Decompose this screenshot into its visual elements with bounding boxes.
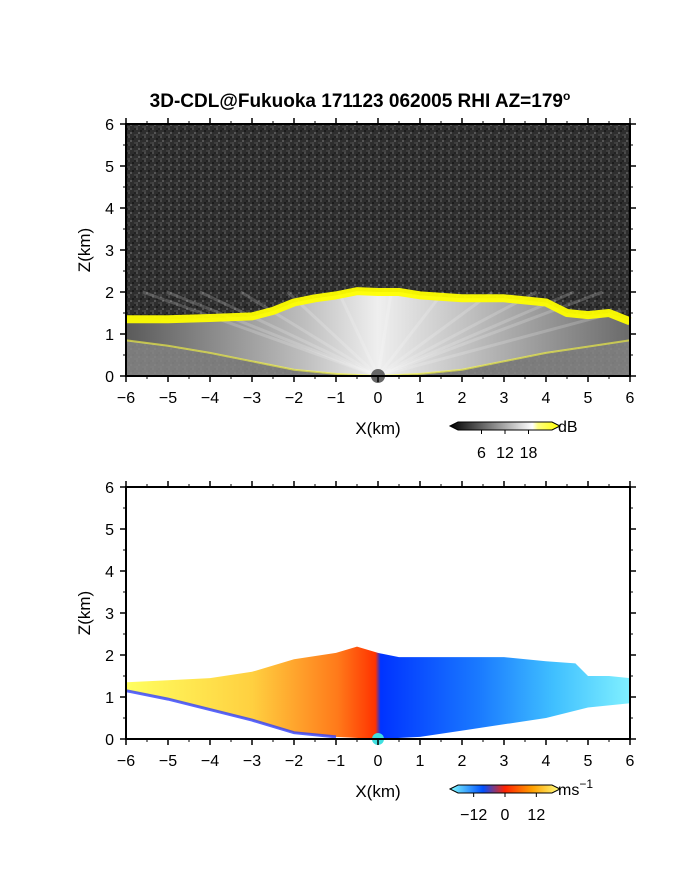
x-axis-label: X(km) (355, 419, 400, 438)
y-tick-label: 5 (105, 159, 114, 176)
colorbar-tick-label: 12 (496, 445, 514, 462)
colorbar-bar (448, 421, 562, 431)
colorbar-tick-label: 6 (477, 445, 486, 462)
x-tick-label: 0 (374, 753, 383, 770)
y-tick-label: 0 (105, 369, 114, 386)
x-tick-label: −6 (117, 390, 135, 407)
y-tick-label: 5 (105, 522, 114, 539)
radial-streak (377, 290, 538, 378)
y-tick-label: 1 (105, 690, 114, 707)
colorbar-tick-label: 12 (527, 807, 545, 824)
x-tick-label: −4 (201, 753, 219, 770)
colorbar-unit: dB (558, 419, 578, 436)
x-tick-label: 6 (626, 753, 635, 770)
y-tick-label: 4 (105, 201, 114, 218)
colorbar: 6 12 18 dB (448, 419, 578, 462)
x-tick-label: 5 (584, 390, 593, 407)
y-tick-label: 2 (105, 285, 114, 302)
radial-streak (377, 290, 494, 378)
x-tick-label: −4 (201, 390, 219, 407)
x-tick-label: 2 (458, 390, 467, 407)
x-tick-label: −2 (285, 753, 303, 770)
x-tick-label: 4 (542, 390, 551, 407)
x-tick-label: −6 (117, 753, 135, 770)
radial-streak (337, 291, 380, 377)
x-tick-label: 0 (374, 390, 383, 407)
chart-title: 3D-CDL@Fukuoka 171123 062005 RHI AZ=179o (150, 89, 571, 112)
radial-streak (377, 309, 622, 378)
echo-region (126, 291, 630, 376)
colorbar: −12 0 12 ms−1 (448, 777, 593, 824)
radial-streak (377, 290, 604, 378)
x-tick-label: 6 (626, 390, 635, 407)
radial-streak (376, 291, 445, 377)
colorbar-tick-label: −12 (460, 807, 487, 824)
colorbar-tick-label: 18 (520, 445, 538, 462)
y-tick-label: 1 (105, 327, 114, 344)
x-axis-label: X(km) (355, 782, 400, 801)
y-tick-label: 3 (105, 243, 114, 260)
y-tick-label: 6 (105, 117, 114, 134)
x-tick-label: 5 (584, 753, 593, 770)
x-tick-label: 1 (416, 753, 425, 770)
echo-lower-fringe (125, 689, 337, 739)
radial-streak (239, 290, 379, 378)
y-tick-label: 0 (105, 732, 114, 749)
lower-echo (126, 340, 630, 376)
radial-streak (376, 291, 393, 377)
y-tick-label: 4 (105, 564, 114, 581)
x-tick-label: 3 (500, 753, 509, 770)
x-tick-label: −1 (327, 390, 345, 407)
radial-streak (286, 290, 380, 378)
y-axis-label: Z(km) (75, 591, 94, 635)
x-tick-label: 2 (458, 753, 467, 770)
y-tick-label: 2 (105, 648, 114, 665)
y-tick-label: 3 (105, 606, 114, 623)
x-tick-label: −5 (159, 753, 177, 770)
x-tick-label: −2 (285, 390, 303, 407)
x-tick-label: 1 (416, 390, 425, 407)
colorbar-bar (448, 784, 562, 794)
y-axis-label: Z(km) (75, 228, 94, 272)
radial-streak (166, 290, 379, 378)
echo-top-edge (126, 287, 632, 326)
x-tick-label: −3 (243, 390, 261, 407)
echo-region (126, 646, 630, 739)
x-tick-label: −3 (243, 753, 261, 770)
colorbar-tick-label: 0 (501, 807, 510, 824)
x-tick-label: −5 (159, 390, 177, 407)
x-tick-label: 4 (542, 753, 551, 770)
radial-streak (142, 290, 379, 378)
radial-streak (199, 290, 379, 378)
x-tick-label: −1 (327, 753, 345, 770)
y-tick-label: 6 (105, 480, 114, 497)
colorbar-unit: ms−1 (558, 777, 593, 799)
x-tick-label: 3 (500, 390, 509, 407)
